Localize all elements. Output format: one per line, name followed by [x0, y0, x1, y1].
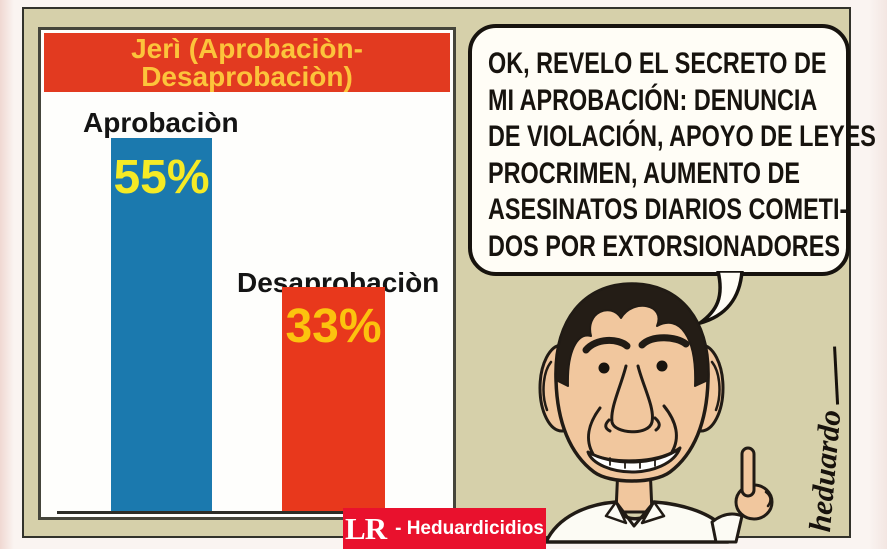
sleeve [710, 512, 744, 544]
speech-line: ASESINATOS DIARIOS COMETI- [488, 193, 848, 226]
index-finger [740, 446, 756, 498]
nose [610, 364, 654, 434]
chart-title-line-1: Jerì (Aprobaciòn- [131, 32, 363, 64]
left-eyebrow [582, 337, 631, 354]
left-eye [598, 362, 610, 374]
bar-aprobacion: 55% [111, 138, 212, 511]
bar-value-desaprobacion: 33% [285, 300, 382, 353]
speech-line: OK, REVELO EL SECRETO DE [488, 47, 827, 80]
bar-value-aprobacion: 55% [113, 151, 210, 204]
x-axis-baseline [57, 511, 455, 514]
lr-logo-mark: LR [345, 510, 387, 546]
hair [554, 283, 710, 387]
approval-chart: Jerì (Aprobaciòn- Desaprobaciòn) Aprobac… [38, 27, 456, 520]
lr-logo-caption: - Heduardicidios [395, 517, 544, 539]
politician-caricature [538, 282, 774, 544]
right-eyebrow [638, 334, 690, 349]
speech-bubble: OK, REVELO EL SECRETO DE MI APROBACIÓN: … [468, 24, 876, 276]
lr-logo-bar: LR - Heduardicidios [343, 508, 546, 549]
right-eye [656, 360, 668, 372]
chart-title-line-2: Desaprobaciòn) [141, 60, 353, 92]
speech-line: PROCRIMEN, AUMENTO DE [488, 156, 801, 190]
page-edge-shadow-left [0, 0, 14, 549]
speech-line: DE VIOLACIÓN, APOYO DE LEYES [488, 120, 876, 153]
speech-bubble-tail [698, 271, 744, 325]
bar-desaprobacion: 33% [282, 287, 385, 511]
chart-title-banner: Jerì (Aprobaciòn- Desaprobaciòn) [44, 33, 450, 92]
speech-line: DOS POR EXTORSIONADORES [488, 229, 840, 263]
page-edge-shadow-right [869, 0, 887, 549]
category-label-aprobacion: Aprobaciòn [83, 107, 239, 138]
speech-line: MI APROBACIÓN: DENUNCIA [488, 83, 818, 117]
